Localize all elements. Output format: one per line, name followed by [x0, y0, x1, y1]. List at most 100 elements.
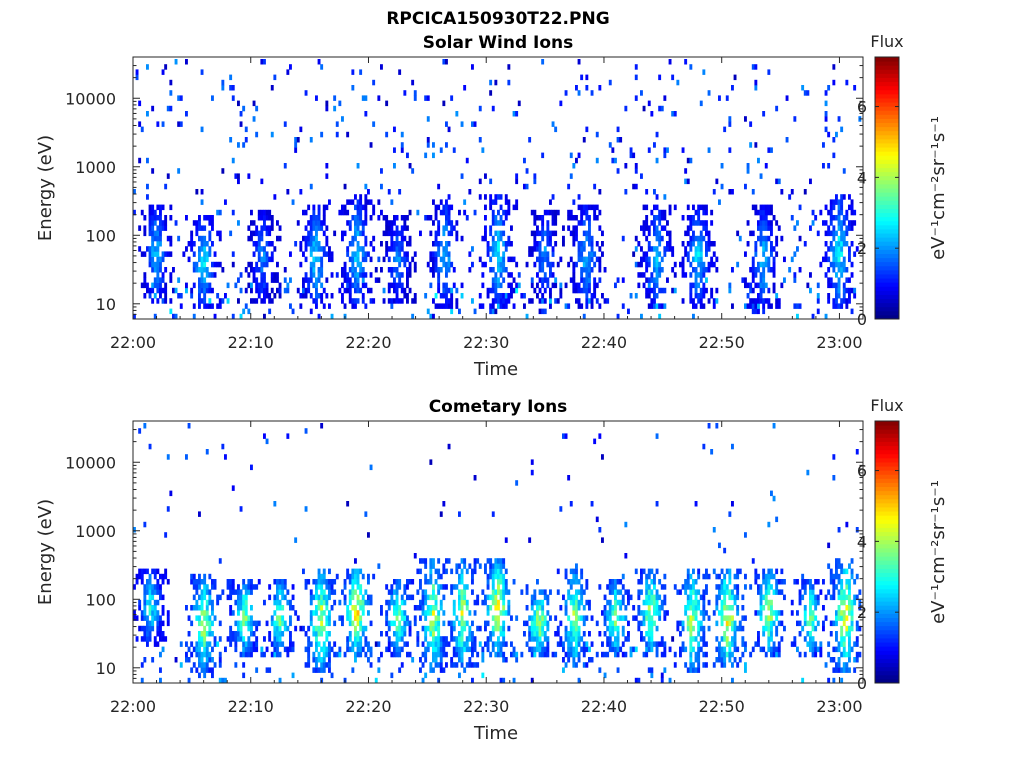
- heatmap-cell: [497, 251, 500, 257]
- heatmap-cell: [322, 246, 326, 252]
- heatmap-cell: [356, 298, 360, 304]
- colorbar-segment: [875, 216, 899, 222]
- heatmap-cell: [723, 636, 727, 642]
- heatmap-cell: [403, 287, 407, 294]
- heatmap-cell: [796, 610, 799, 616]
- heatmap-cell: [161, 594, 165, 601]
- heatmap-cell: [666, 147, 669, 153]
- heatmap-cell: [442, 59, 446, 65]
- heatmap-cell: [146, 641, 149, 647]
- heatmap-cell: [580, 267, 584, 273]
- heatmap-cell: [146, 615, 149, 621]
- heatmap-cell: [460, 615, 464, 621]
- heatmap-cell: [140, 251, 144, 257]
- heatmap-cell: [666, 610, 669, 616]
- heatmap-cell: [580, 573, 584, 580]
- heatmap-cell: [702, 599, 706, 606]
- heatmap-cell: [759, 610, 763, 616]
- heatmap-cell: [328, 615, 331, 621]
- heatmap-cell: [192, 267, 196, 273]
- heatmap-cell: [744, 662, 747, 668]
- heatmap-cell: [619, 579, 623, 585]
- heatmap-cell: [546, 220, 550, 226]
- heatmap-cell: [491, 241, 495, 247]
- heatmap-cell: [593, 209, 597, 216]
- heatmap-cell: [694, 235, 698, 242]
- heatmap-cell: [551, 651, 555, 658]
- heatmap-cell: [416, 605, 420, 611]
- heatmap-cell: [627, 308, 630, 315]
- heatmap-cell: [364, 111, 368, 117]
- heatmap-cell: [211, 599, 214, 606]
- heatmap-cell: [569, 256, 573, 263]
- heatmap-cell: [289, 615, 292, 621]
- x-tick-label: 23:00: [816, 697, 862, 716]
- heatmap-cell: [590, 298, 594, 304]
- heatmap-cell: [161, 287, 165, 294]
- heatmap-cell: [200, 126, 204, 133]
- heatmap-cell: [645, 225, 649, 231]
- heatmap-cell: [803, 605, 807, 611]
- heatmap-cell: [658, 241, 662, 247]
- heatmap-cell: [161, 69, 165, 75]
- heatmap-cell: [211, 95, 214, 101]
- heatmap-cell: [491, 646, 495, 653]
- heatmap-cell: [143, 631, 147, 637]
- heatmap-cell: [840, 651, 844, 658]
- heatmap-cell: [824, 220, 828, 226]
- heatmap-cell: [694, 594, 698, 601]
- heatmap-cell: [559, 605, 563, 611]
- heatmap-cell: [775, 584, 779, 590]
- heatmap-cell: [580, 256, 584, 263]
- heatmap-cell: [203, 261, 207, 268]
- heatmap-cell: [783, 594, 786, 601]
- heatmap-cell: [590, 246, 594, 252]
- heatmap-cell: [250, 287, 253, 294]
- heatmap-cell: [528, 246, 532, 252]
- heatmap-cell: [585, 641, 589, 647]
- heatmap-cell: [442, 303, 446, 309]
- heatmap-cell: [733, 74, 737, 81]
- heatmap-cell: [424, 651, 428, 658]
- heatmap-cell: [655, 303, 659, 309]
- heatmap-cell: [692, 646, 695, 653]
- heatmap-cell: [811, 641, 815, 647]
- heatmap-cell: [387, 625, 391, 632]
- heatmap-cell: [398, 251, 402, 257]
- heatmap-cell: [325, 594, 329, 601]
- heatmap-cell: [377, 95, 381, 101]
- heatmap-cell: [203, 251, 207, 257]
- heatmap-cell: [601, 241, 604, 247]
- heatmap-cell: [702, 443, 706, 450]
- heatmap-cell: [723, 594, 727, 601]
- heatmap-cell: [798, 589, 802, 595]
- heatmap-cell: [242, 594, 246, 601]
- colorbar-segment: [875, 658, 899, 664]
- heatmap-cell: [218, 594, 222, 601]
- heatmap-cell: [577, 303, 581, 309]
- heatmap-cell: [543, 631, 547, 637]
- heatmap-cell: [681, 625, 685, 632]
- heatmap-cell: [213, 615, 217, 621]
- heatmap-cell: [780, 589, 784, 595]
- heatmap-cell: [647, 147, 651, 153]
- heatmap-cell: [640, 313, 643, 320]
- heatmap-cell: [442, 209, 446, 216]
- heatmap-cell: [759, 225, 763, 231]
- heatmap-cell: [775, 303, 779, 309]
- heatmap-cell: [647, 584, 651, 590]
- heatmap-cell: [772, 651, 776, 658]
- heatmap-cell: [835, 615, 838, 621]
- heatmap-cell: [463, 584, 467, 590]
- heatmap-cell: [764, 625, 768, 632]
- heatmap-cell: [845, 298, 849, 304]
- heatmap-cell: [445, 282, 448, 289]
- heatmap-cell: [151, 605, 155, 611]
- heatmap-cell: [569, 501, 573, 507]
- heatmap-cell: [764, 589, 768, 595]
- heatmap-cell: [538, 589, 542, 595]
- heatmap-cell: [502, 251, 506, 257]
- heatmap-cell: [590, 251, 594, 257]
- heatmap-cell: [159, 287, 162, 294]
- heatmap-cell: [580, 568, 584, 575]
